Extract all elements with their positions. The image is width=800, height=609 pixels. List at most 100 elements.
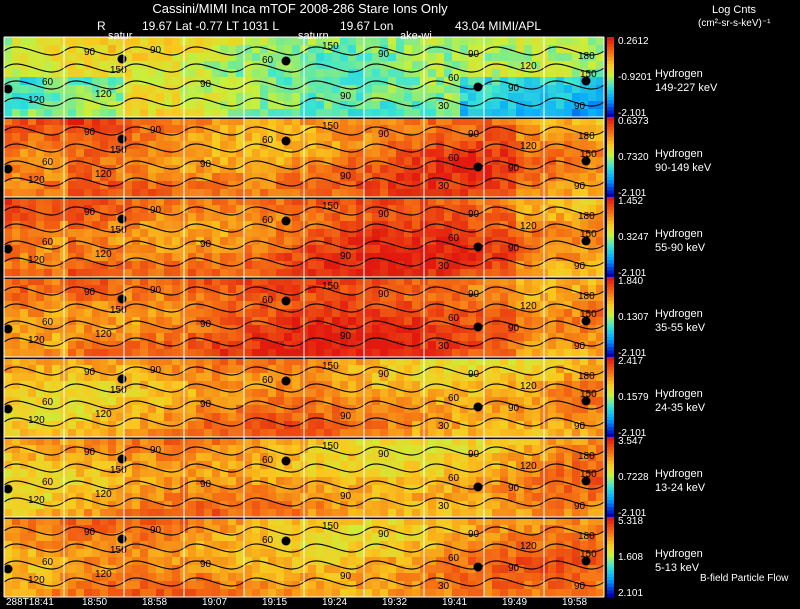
heatmap-cell <box>36 509 44 517</box>
heatmap-cell <box>340 365 348 373</box>
heatmap-cell <box>252 213 260 221</box>
heatmap-cell <box>116 253 124 261</box>
heatmap-row-6 <box>4 437 604 517</box>
heatmap-cell <box>4 549 12 557</box>
heatmap-cell <box>84 141 92 149</box>
heatmap-cell <box>292 493 300 501</box>
heatmap-cell <box>68 309 76 317</box>
heatmap-cell <box>588 285 596 293</box>
heatmap-cell <box>332 549 340 557</box>
heatmap-cell <box>228 277 236 285</box>
heatmap-cell <box>84 117 92 125</box>
heatmap-cell <box>196 37 204 45</box>
heatmap-cell <box>68 45 76 53</box>
heatmap-cell <box>476 421 484 429</box>
heatmap-cell <box>588 293 596 301</box>
heatmap-cell <box>132 181 140 189</box>
heatmap-cell <box>228 69 236 77</box>
heatmap-cell <box>28 549 36 557</box>
heatmap-cell <box>20 165 28 173</box>
heatmap-cell <box>380 117 388 125</box>
heatmap-cell <box>508 373 516 381</box>
heatmap-cell <box>412 501 420 509</box>
heatmap-cell <box>196 517 204 525</box>
heatmap-cell <box>580 525 588 533</box>
heatmap-cell <box>388 381 396 389</box>
heatmap-cell <box>588 53 596 61</box>
heatmap-cell <box>68 181 76 189</box>
heatmap-cell <box>500 197 508 205</box>
heatmap-cell <box>588 429 596 437</box>
heatmap-cell <box>532 117 540 125</box>
heatmap-cell <box>372 173 380 181</box>
heatmap-cell <box>156 133 164 141</box>
heatmap-cell <box>524 61 532 69</box>
heatmap-cell <box>532 277 540 285</box>
heatmap-cell <box>276 301 284 309</box>
heatmap-cell <box>412 221 420 229</box>
heatmap-cell <box>388 493 396 501</box>
heatmap-cell <box>524 269 532 277</box>
heatmap-cell <box>380 501 388 509</box>
heatmap-cell <box>388 293 396 301</box>
heatmap-cell <box>76 437 84 445</box>
heatmap-cell <box>452 133 460 141</box>
heatmap-cell <box>548 101 556 109</box>
heatmap-cell <box>92 77 100 85</box>
heatmap-cell <box>588 213 596 221</box>
heatmap-cell <box>372 269 380 277</box>
heatmap-cell <box>308 165 316 173</box>
heatmap-cell <box>548 413 556 421</box>
heatmap-cell <box>388 221 396 229</box>
heatmap-cell <box>12 493 20 501</box>
heatmap-cell <box>236 93 244 101</box>
heatmap-cell <box>260 309 268 317</box>
heatmap-cell <box>92 405 100 413</box>
heatmap-cell <box>428 493 436 501</box>
heatmap-cell <box>396 333 404 341</box>
heatmap-cell <box>268 253 276 261</box>
heatmap-cell <box>212 517 220 525</box>
heatmap-cell <box>172 181 180 189</box>
heatmap-cell <box>164 445 172 453</box>
heatmap-cell <box>260 421 268 429</box>
heatmap-cell <box>116 197 124 205</box>
heatmap-cell <box>388 173 396 181</box>
heatmap-cell <box>148 509 156 517</box>
heatmap-cell <box>220 349 228 357</box>
heatmap-cell <box>140 213 148 221</box>
heatmap-cell <box>308 109 316 117</box>
heatmap-cell <box>124 333 132 341</box>
heatmap-cell <box>348 549 356 557</box>
heatmap-cell <box>76 133 84 141</box>
heatmap-cell <box>292 397 300 405</box>
heatmap-cell <box>460 53 468 61</box>
heatmap-cell <box>12 293 20 301</box>
heatmap-cell <box>4 237 12 245</box>
heatmap-cell <box>276 205 284 213</box>
heatmap-cell <box>596 485 604 493</box>
heatmap-cell <box>316 189 324 197</box>
heatmap-cell <box>580 469 588 477</box>
heatmap-cell <box>564 85 572 93</box>
heatmap-cell <box>124 69 132 77</box>
heatmap-cell <box>452 493 460 501</box>
heatmap-cell <box>148 437 156 445</box>
heatmap-cell <box>340 453 348 461</box>
heatmap-cell <box>516 501 524 509</box>
heatmap-cell <box>196 381 204 389</box>
heatmap-cell <box>308 101 316 109</box>
heatmap-cell <box>372 325 380 333</box>
heatmap-cell <box>524 173 532 181</box>
heatmap-cell <box>468 549 476 557</box>
heatmap-cell <box>412 181 420 189</box>
heatmap-cell <box>100 61 108 69</box>
heatmap-cell <box>564 325 572 333</box>
heatmap-cell <box>404 437 412 445</box>
heatmap-cell <box>148 333 156 341</box>
heatmap-cell <box>4 349 12 357</box>
heatmap-cell <box>36 397 44 405</box>
heatmap-cell <box>412 93 420 101</box>
heatmap-cell <box>36 253 44 261</box>
